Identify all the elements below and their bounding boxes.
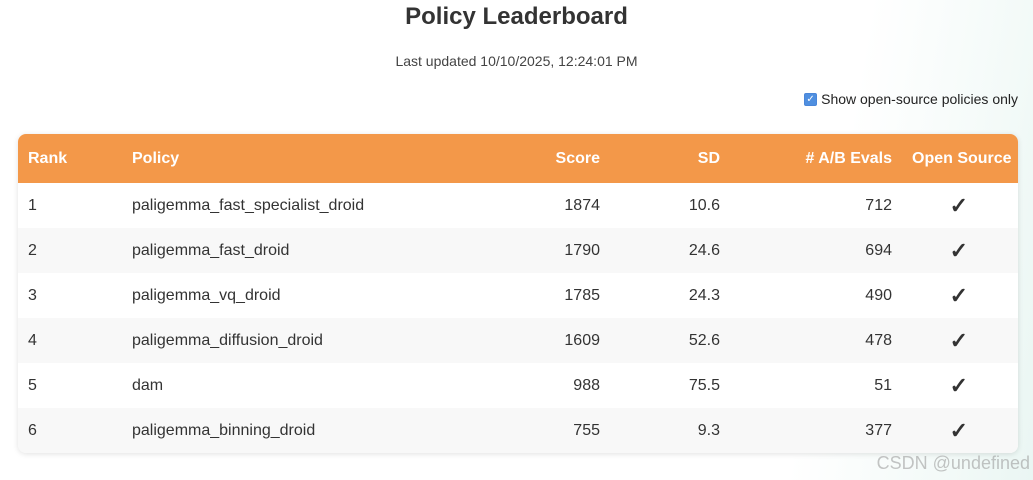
score-cell: 1785: [564, 286, 600, 304]
table-body: 1 paligemma_fast_specialist_droid 1874 1…: [18, 183, 1018, 453]
evals-cell: 712: [865, 196, 892, 214]
open-source-filter-label: Show open-source policies only: [821, 91, 1018, 107]
last-updated-text: Last updated 10/10/2025, 12:24:01 PM: [395, 53, 638, 69]
watermark: CSDN @undefined: [876, 453, 1030, 473]
open-source-checkbox[interactable]: ✓: [804, 92, 818, 106]
checkmark-icon: ✓: [949, 417, 968, 443]
open-source-cell: ✓: [902, 228, 1018, 273]
sd-cell: 9.3: [697, 421, 720, 439]
table-row: 5 dam 988 75.5 51 ✓: [18, 363, 1018, 408]
evals-cell: 490: [865, 286, 892, 304]
score-cell: 988: [573, 376, 600, 394]
checkmark-icon: ✓: [949, 282, 968, 308]
open-source-cell: ✓: [902, 318, 1018, 363]
policy-cell: paligemma_vq_droid: [132, 286, 281, 304]
header-policy[interactable]: Policy: [132, 149, 180, 167]
evals-cell: 694: [865, 241, 892, 259]
header-ab-evals[interactable]: # A/B Evals: [805, 149, 892, 167]
policy-cell: paligemma_binning_droid: [132, 421, 316, 439]
rank-cell: 4: [28, 331, 37, 349]
sd-cell: 10.6: [688, 196, 720, 214]
rank-cell: 6: [28, 421, 37, 439]
sd-cell: 75.5: [688, 376, 720, 394]
sd-cell: 24.6: [688, 241, 720, 259]
open-source-cell: ✓: [902, 183, 1018, 228]
header-rank[interactable]: Rank: [28, 149, 68, 167]
checkmark-icon: ✓: [949, 327, 968, 353]
rank-cell: 5: [28, 376, 37, 394]
sd-cell: 52.6: [688, 331, 720, 349]
policy-cell: dam: [132, 376, 164, 394]
rank-cell: 3: [28, 286, 37, 304]
page-title: Policy Leaderboard: [405, 3, 628, 30]
checkmark-icon: ✓: [949, 237, 968, 263]
policy-cell: paligemma_fast_droid: [132, 241, 290, 259]
rank-cell: 1: [28, 196, 37, 214]
score-cell: 1874: [564, 196, 600, 214]
table-row: 6 paligemma_binning_droid 755 9.3 377 ✓: [18, 408, 1018, 453]
policy-cell: paligemma_diffusion_droid: [132, 331, 323, 349]
score-cell: 1790: [564, 241, 600, 259]
policy-cell: paligemma_fast_specialist_droid: [132, 196, 365, 214]
open-source-cell: ✓: [902, 363, 1018, 408]
table-row: 3 paligemma_vq_droid 1785 24.3 490 ✓: [18, 273, 1018, 318]
open-source-cell: ✓: [902, 408, 1018, 453]
evals-cell: 377: [865, 421, 892, 439]
score-cell: 755: [573, 421, 600, 439]
checkmark-icon: ✓: [949, 192, 968, 218]
header-sd[interactable]: SD: [697, 149, 720, 167]
sd-cell: 24.3: [688, 286, 720, 304]
leaderboard-table: Rank Policy Score SD # A/B Evals Open So…: [18, 134, 1018, 453]
rank-cell: 2: [28, 241, 37, 259]
open-source-filter[interactable]: ✓ Show open-source policies only: [804, 90, 1018, 108]
table-header: Rank Policy Score SD # A/B Evals Open So…: [18, 134, 1018, 183]
checkmark-icon: ✓: [949, 372, 968, 398]
score-cell: 1609: [564, 331, 600, 349]
header-open-source[interactable]: Open Source: [912, 149, 1012, 167]
leaderboard-table-card: Rank Policy Score SD # A/B Evals Open So…: [18, 134, 1018, 453]
table-row: 4 paligemma_diffusion_droid 1609 52.6 47…: [18, 318, 1018, 363]
header-score[interactable]: Score: [555, 149, 600, 167]
evals-cell: 51: [874, 376, 892, 394]
evals-cell: 478: [865, 331, 892, 349]
table-row: 2 paligemma_fast_droid 1790 24.6 694 ✓: [18, 228, 1018, 273]
open-source-cell: ✓: [902, 273, 1018, 318]
table-row: 1 paligemma_fast_specialist_droid 1874 1…: [18, 183, 1018, 228]
table-header-row: Rank Policy Score SD # A/B Evals Open So…: [18, 134, 1018, 183]
